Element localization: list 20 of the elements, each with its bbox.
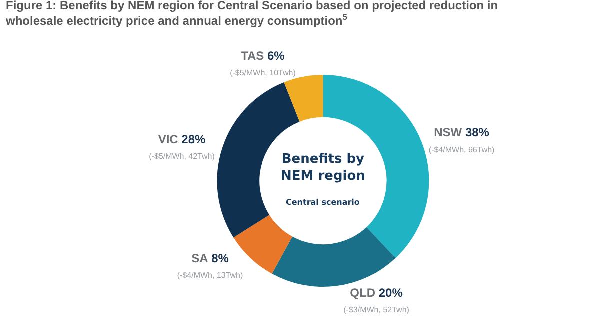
slice-label: TAS <box>241 48 264 63</box>
data-label: 28% <box>182 132 206 147</box>
text: (-$5/MWh, 10Twh) <box>230 68 296 78</box>
donut-slice <box>234 215 293 274</box>
data-label: 8% <box>212 252 230 266</box>
chart-title: Figure 1: Benefits by NEM region for Central Scenario based on projected reduction in wholesale electricity price and annual energy consumption$^{5}$ <box>5 0 498 28</box>
text: (-$5/MWh, 42Twh) <box>149 152 216 162</box>
text: (-$3/MWh, 52Twh) <box>344 306 410 315</box>
text: (-$4/MWh, 66Twh) <box>428 145 496 154</box>
slice-label: QLD <box>350 286 376 300</box>
data-label: 6% <box>268 48 286 63</box>
donut-slice <box>272 227 396 287</box>
text: (-$4/MWh, 13Twh) <box>177 271 244 280</box>
text: Central scenario <box>286 198 360 207</box>
data-label: 38% <box>465 126 490 140</box>
text: Benefits by NEM region <box>281 152 366 184</box>
slice-label: NSW <box>434 126 463 140</box>
slice-label: VIC <box>158 132 179 147</box>
data-label: 20% <box>378 286 404 300</box>
slice-label: SA <box>192 252 209 266</box>
